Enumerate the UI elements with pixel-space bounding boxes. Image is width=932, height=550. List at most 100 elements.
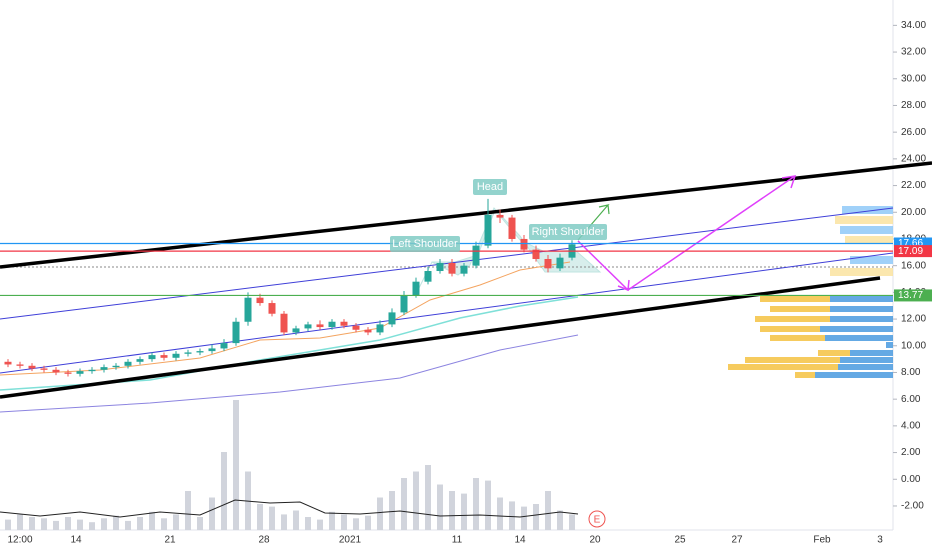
candle-body [40, 368, 48, 370]
volume-bar [17, 514, 23, 530]
ma-purple [0, 334, 579, 413]
arrow-head [781, 175, 797, 189]
volume-bar [329, 511, 335, 530]
vp-bar [830, 296, 893, 302]
volume-bar [173, 514, 179, 530]
volume-bar [41, 518, 47, 530]
candle-body [244, 297, 252, 322]
vp-bar [770, 335, 825, 341]
vp-bar [795, 372, 815, 378]
volume-bar [413, 471, 419, 530]
vp-bar [755, 316, 830, 322]
candle-body [388, 312, 396, 325]
volume-bar [53, 520, 59, 530]
y-tick-label: 34.00 [901, 20, 926, 31]
vp-bar [850, 350, 893, 356]
price-label: 17.09 [898, 246, 923, 257]
volume-bar [377, 497, 383, 530]
volume-bar [65, 517, 71, 530]
y-tick-label: 20.00 [901, 207, 926, 218]
volume-bar [221, 452, 227, 530]
channel-mid [0, 252, 894, 374]
candle-body [448, 262, 456, 274]
candle-body [496, 214, 504, 218]
price-label-bg [894, 289, 932, 302]
y-tick-label: 8.00 [901, 367, 921, 378]
earnings-label: E [594, 515, 601, 526]
candle-body [88, 369, 96, 372]
volume-bar [209, 497, 215, 530]
volume-bar [257, 504, 263, 530]
vp-bar [830, 316, 893, 322]
volume-bar [161, 518, 167, 530]
indicator-line [0, 499, 579, 518]
x-tick-label: 12:00 [7, 535, 32, 546]
y-tick-label: 10.00 [901, 340, 926, 351]
vp-bar [818, 350, 850, 356]
candle-body [232, 321, 240, 344]
candle-body [184, 352, 192, 354]
vp-bar [842, 206, 893, 214]
x-tick-label: 3 [877, 535, 883, 546]
vp-bar [830, 268, 893, 276]
candle-body [52, 369, 60, 373]
y-tick-label: 30.00 [901, 73, 926, 84]
volume-bar [425, 465, 431, 530]
volume-bar [125, 520, 131, 530]
candle-body [208, 348, 216, 352]
annotation-box [473, 179, 507, 195]
y-tick-label: 0.00 [901, 474, 921, 485]
candle-body [16, 364, 24, 366]
candle-body [508, 217, 516, 239]
ma-orange [0, 261, 571, 376]
x-tick-label: 11 [452, 535, 463, 546]
volume-bar [545, 491, 551, 530]
y-tick-label: 24.00 [901, 154, 926, 165]
volume-layer [5, 400, 575, 530]
y-tick-label: 4.00 [901, 421, 921, 432]
candle-body [556, 257, 564, 269]
volume-bar [509, 501, 515, 530]
candle-body [340, 321, 348, 326]
volume-bar [149, 511, 155, 530]
channel-lower [0, 276, 881, 399]
candle-body [520, 238, 528, 250]
candle-body [28, 365, 36, 369]
vp-bar [728, 364, 838, 370]
candle-body [460, 265, 468, 274]
y-tick-label: 26.00 [901, 127, 926, 138]
candle-body [172, 353, 180, 358]
candle-body [4, 361, 12, 365]
candle-body [148, 355, 156, 360]
candle-body [100, 367, 108, 370]
volume-bar [485, 480, 491, 530]
y-tick-label: 12.00 [901, 314, 926, 325]
x-tick-label: 25 [674, 535, 686, 546]
y-tick-label: 28.00 [901, 100, 926, 111]
candle-body [112, 365, 120, 368]
vp-bar [760, 326, 820, 332]
y-tick-label: 22.00 [901, 180, 926, 191]
channel-upper [0, 161, 932, 269]
price-label: 13.77 [898, 290, 923, 301]
volume-bar [341, 514, 347, 530]
candle-body [124, 361, 132, 366]
x-tick-label: 14 [514, 535, 526, 546]
candle-body [436, 262, 444, 272]
volume-bar [233, 400, 239, 530]
annotation: Left Shoulder [392, 238, 458, 250]
volume-bar [305, 517, 311, 530]
y-tick-label: 32.00 [901, 47, 926, 58]
volume-bar [521, 506, 527, 530]
price-layer [0, 198, 893, 377]
candle-body [364, 329, 372, 333]
volume-bar [269, 506, 275, 530]
candle-body [220, 343, 228, 349]
x-tick-label: 2021 [339, 535, 362, 546]
volume-bar [461, 493, 467, 530]
volume-bar [197, 517, 203, 530]
candle-body [532, 249, 540, 259]
